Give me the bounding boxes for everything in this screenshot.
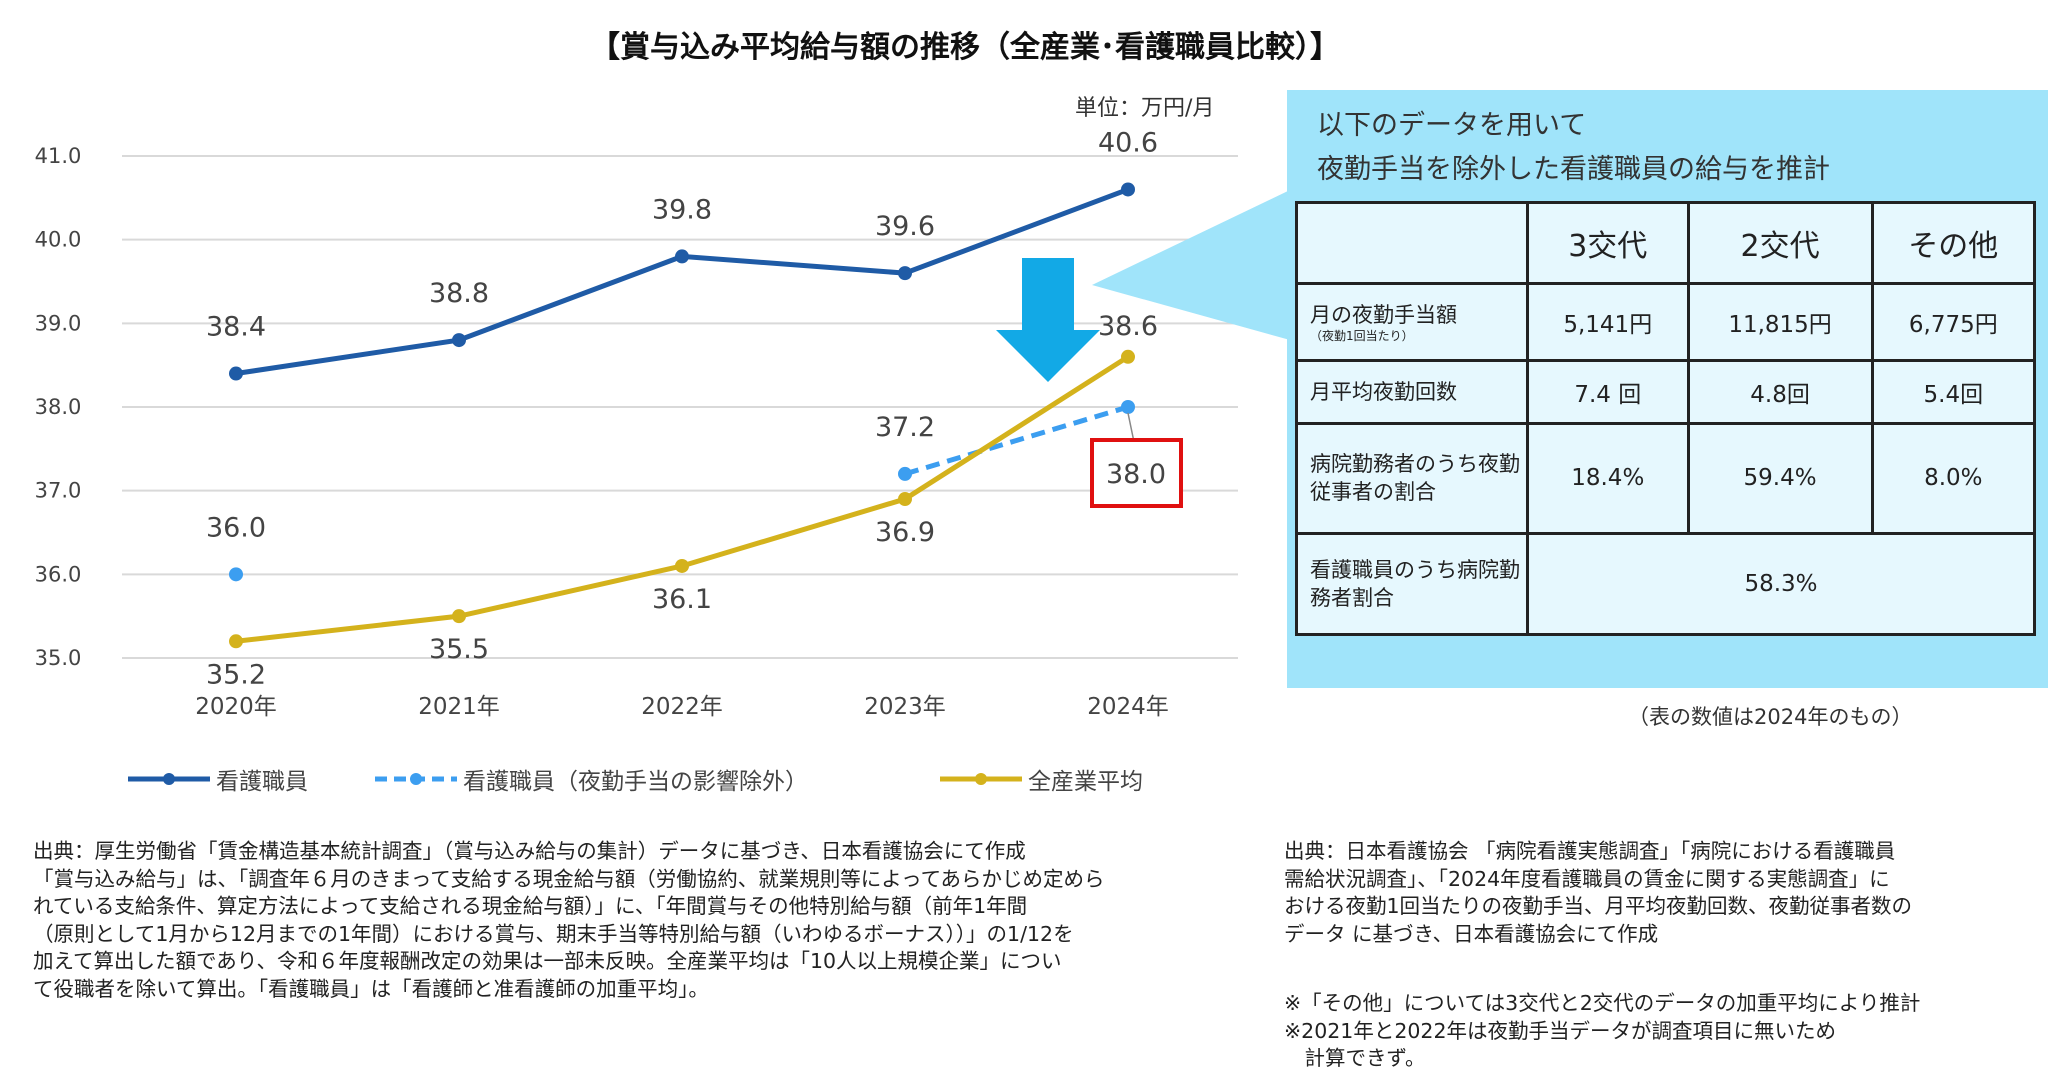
table-header-cell: その他: [1870, 201, 2037, 285]
y-tick-label: 38.0: [35, 395, 82, 419]
table-cell: 6,775円: [1870, 281, 2037, 362]
data-label: 39.8: [652, 194, 712, 225]
data-label: 36.9: [875, 517, 935, 548]
data-point: [898, 266, 912, 281]
legend-item-all-industry: 全産業平均: [940, 762, 1143, 796]
data-point: [452, 609, 466, 624]
y-tick-label: 37.0: [35, 479, 82, 503]
legend-label: 看護職員（夜勤手当の影響除外）: [463, 769, 808, 795]
source-note-right: 出典：日本看護協会 「病院看護実態調査」「病院における看護職員 需給状況調査」、…: [1284, 839, 1913, 946]
table-cell: 7.4 回: [1526, 358, 1690, 425]
data-label: 35.2: [206, 659, 266, 690]
table-row: 看護職員のうち病院勤務者割合 58.3%: [1295, 531, 2036, 637]
y-tick-label: 39.0: [35, 311, 82, 335]
table-cell: 58.3%: [1526, 531, 2036, 637]
table-header-row: 3交代 2交代 その他: [1295, 201, 2037, 285]
leader-line: [1127, 412, 1135, 443]
data-point: [675, 558, 689, 573]
down-arrow-icon: [996, 258, 1100, 382]
data-label: 36.1: [652, 584, 712, 615]
data-label: 38.6: [1098, 311, 1158, 342]
footnotes: ※「その他」については3交代と2交代のデータの加重平均により推計 ※2021年と…: [1284, 991, 1921, 1070]
data-label: 38.4: [206, 312, 266, 343]
table-header-cell: 2交代: [1686, 201, 1874, 285]
y-tick-label: 40.0: [35, 228, 82, 252]
y-tick-label: 41.0: [35, 144, 82, 168]
table-note: （表の数値は2024年のもの）: [1628, 705, 1913, 729]
y-tick-label: 36.0: [35, 562, 82, 586]
legend-item-nurses-adjusted: 看護職員（夜勤手当の影響除外）: [375, 762, 808, 796]
data-label: 37.2: [875, 412, 935, 443]
table-row: 月平均夜勤回数 7.4 回 4.8回 5.4回: [1295, 358, 2037, 425]
legend-swatch: [128, 773, 210, 785]
data-label: 36.0: [206, 512, 266, 543]
data-point: [452, 333, 466, 348]
legend-swatch: [940, 773, 1022, 785]
legend-swatch: [375, 773, 457, 785]
data-label: 39.6: [875, 211, 935, 242]
data-label: 35.5: [429, 634, 489, 665]
unit-label: 単位：万円/月: [1075, 96, 1215, 121]
x-tick-label: 2021年: [418, 694, 500, 720]
table-cell: 4.8回: [1686, 358, 1874, 425]
x-tick-label: 2023年: [864, 694, 946, 720]
table-row: 月の夜勤手当額 （夜勤1回当たり） 5,141円 11,815円 6,775円: [1295, 281, 2037, 362]
highlight-box: [1090, 438, 1183, 508]
x-tick-label: 2022年: [641, 694, 723, 720]
data-point: [229, 567, 243, 582]
table-cell: 18.4%: [1526, 421, 1690, 535]
data-point: [229, 634, 243, 649]
row-label-text: 月の夜勤手当額: [1310, 302, 1457, 327]
table-cell: 5,141円: [1526, 281, 1690, 362]
source-note-left: 出典：厚生労働省「賃金構造基本統計調査」（賞与込み給与の集計）データに基づき、日…: [33, 839, 1105, 1001]
y-tick-label: 35.0: [35, 646, 82, 670]
data-point: [229, 366, 243, 381]
data-point: [675, 249, 689, 264]
panel-title-line: 以下のデータを用いて: [1317, 110, 1587, 141]
data-point: [1121, 349, 1135, 364]
x-tick-label: 2024年: [1087, 694, 1169, 720]
table-cell: 5.4回: [1870, 358, 2037, 425]
data-point: [1121, 400, 1135, 414]
x-tick-label: 2020年: [195, 694, 277, 720]
row-label: 看護職員のうち病院勤務者割合: [1295, 531, 1529, 637]
data-panel: 以下のデータを用いて 夜勤手当を除外した看護職員の給与を推計 3交代 2交代 そ…: [1287, 90, 2048, 688]
series-line: [904, 404, 1129, 477]
table-cell: 8.0%: [1870, 421, 2037, 535]
data-label-highlight: 38.0: [1106, 459, 1166, 490]
table-cell: 59.4%: [1686, 421, 1874, 535]
data-label: 40.6: [1098, 127, 1158, 158]
chart-title: 【賞与込み平均給与額の推移（全産業･看護職員比較）】: [590, 30, 1340, 65]
data-point: [898, 466, 912, 481]
legend-label: 全産業平均: [1028, 769, 1143, 795]
data-label: 38.8: [429, 278, 489, 309]
row-sublabel: （夜勤1回当たり）: [1310, 328, 1414, 343]
table-row: 病院勤務者のうち夜勤従事者の割合 18.4% 59.4% 8.0%: [1295, 421, 2037, 535]
table-cell: 11,815円: [1686, 281, 1874, 362]
callout-pointer: [1092, 190, 1290, 340]
row-label: 病院勤務者のうち夜勤従事者の割合: [1295, 421, 1529, 535]
legend-item-nurses: 看護職員: [128, 762, 308, 796]
table-header-cell: 3交代: [1526, 201, 1690, 285]
row-label: 月平均夜勤回数: [1295, 358, 1529, 425]
table-header-cell: [1295, 201, 1529, 285]
legend-label: 看護職員: [216, 769, 308, 795]
panel-title: 以下のデータを用いて 夜勤手当を除外した看護職員の給与を推計: [1317, 104, 1830, 192]
row-label: 月の夜勤手当額 （夜勤1回当たり）: [1295, 281, 1529, 362]
data-point: [1121, 182, 1135, 197]
night-shift-table: 3交代 2交代 その他 月の夜勤手当額 （夜勤1回当たり） 5,141円 11,8…: [1295, 201, 2037, 637]
panel-title-line: 夜勤手当を除外した看護職員の給与を推計: [1317, 154, 1830, 185]
data-point: [898, 492, 912, 507]
